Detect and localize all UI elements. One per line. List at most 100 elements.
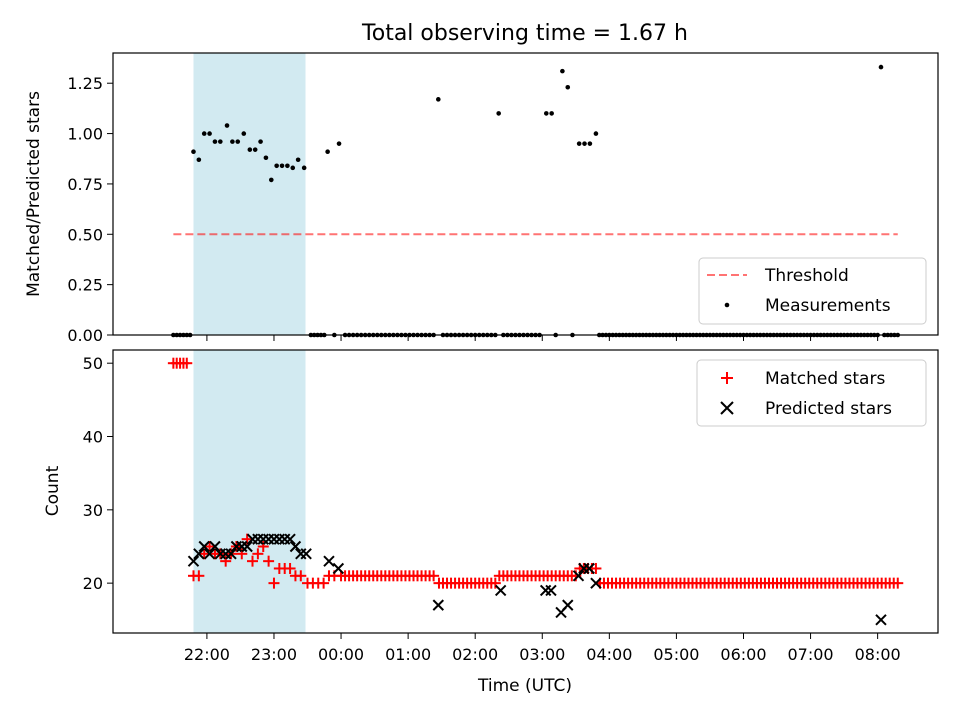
x-tick-label: 02:00 [452,645,498,664]
x-tick-label: 01:00 [385,645,431,664]
measurement-point [582,141,587,146]
x-axis-label: Time (UTC) [477,676,572,696]
measurement-point [593,131,599,136]
count-y-tick-label: 30 [83,501,103,520]
matched-star-point [284,562,296,574]
x-tick-label: 07:00 [788,645,834,664]
predicted-star-point [332,562,345,575]
cross-stroke-b [284,533,296,545]
predicted-star-point [545,584,557,597]
ratio-panel: 0.00 0.25 0.50 0.75 1.00 1.25 Matched/Predict… [24,52,939,345]
x-tick-label: 00:00 [318,645,364,664]
predicted-star-point [187,555,200,567]
cross-stroke-b [875,614,887,626]
cross-stroke-b [225,548,237,560]
cross-stroke-b [209,540,221,553]
cross-stroke-b [323,555,335,567]
measurement-point [301,165,307,171]
measurement-point [247,147,253,152]
cross-stroke-b [432,599,445,611]
count-legend-box [696,359,927,427]
x-tick-label: 22:00 [184,645,230,664]
matched-star-point [268,577,280,589]
matched-star-point [318,577,330,589]
matched-star-point [220,555,232,567]
measurement-point [549,111,554,116]
cross-stroke-b [545,584,557,597]
matched-star-point [252,548,264,560]
measurement-point [268,177,274,183]
matched-star-point [295,570,307,582]
ratio-y-tick-label: 0.75 [67,175,103,194]
measurement-point [436,97,441,102]
count-plot-frame [112,349,939,634]
x-tick-label: 03:00 [519,645,565,664]
measurement-point [543,111,549,116]
cross-stroke-b [562,599,574,611]
legend-predicted-label: Predicted stars [765,399,892,419]
predicted-star-point [494,584,507,597]
matched-star-point [892,577,904,589]
measurement-point [290,165,296,171]
measurement-point [496,111,501,116]
measurement-point [336,141,342,146]
legend-matched-swatch [721,372,733,384]
predicted-star-point [209,540,221,553]
measurement-point [565,84,571,90]
ratio-y-tick-label: 0.00 [67,326,103,345]
predicted-star-point [583,562,595,575]
measurement-point [196,157,202,163]
matched-star-point [590,562,602,574]
measurement-point [212,139,218,144]
measurement-point [207,131,212,136]
legend-predicted-swatch [720,401,734,415]
count-y-tick-label: 20 [83,574,103,593]
ratio-plot-frame [112,52,939,336]
measurement-point [263,155,269,161]
count-y-axis-label: Count [43,465,63,516]
legend-matched-label: Matched stars [765,369,885,389]
predicted-stars-points [187,533,887,626]
cross-stroke-b [193,548,205,560]
shade-rect-top [193,53,306,335]
count-y-tick-label: 40 [83,428,103,447]
predicted-star-point [289,540,302,553]
cross-stroke-b [300,548,312,560]
predicted-star-point [590,577,602,589]
cross-stroke-b [187,555,200,567]
measurement-point [285,163,290,169]
ratio-legend-box [698,257,927,325]
legend-measurements-swatch [724,302,730,308]
matched-star-point [428,570,440,582]
predicted-star-point [432,599,445,611]
count-panel: 20 30 40 50 22:00 23:00 00:00 01:00 02:00 03:00 0… [43,349,939,696]
matched-star-point [247,555,259,567]
predicted-star-point [300,548,312,560]
count-legend: Matched stars Predicted stars [696,359,927,427]
cross-stroke-b [289,540,302,553]
predicted-star-point [323,555,335,567]
predicted-star-point [198,540,210,553]
legend-threshold-label: Threshold [764,266,849,286]
ratio-y-tick-label: 0.25 [67,276,103,295]
x-tick-label: 08:00 [855,645,901,664]
matched-star-point [193,570,205,582]
shade-rect-bottom [193,350,306,633]
ratio-y-tick-label: 1.00 [67,125,103,144]
measurement-point [224,123,230,128]
observing-interval-shade-top [193,53,306,335]
ratio-legend: Threshold Measurements [698,257,927,325]
count-y-tick-label: 50 [83,354,103,373]
measurement-point [235,139,241,144]
x-tick-label: 05:00 [653,645,699,664]
predicted-star-point [203,548,216,560]
ratio-y-axis-label: Matched/Predicted stars [24,91,44,297]
predicted-star-point [572,570,585,582]
time-x-axis: 22:00 23:00 00:00 01:00 02:00 03:00 04:00 05:00… [184,633,901,664]
predicted-star-point [284,533,296,545]
predicted-star-point [875,614,887,626]
matched-star-point [198,548,210,560]
measurement-point [241,131,247,136]
cross-stroke-b [583,562,595,575]
